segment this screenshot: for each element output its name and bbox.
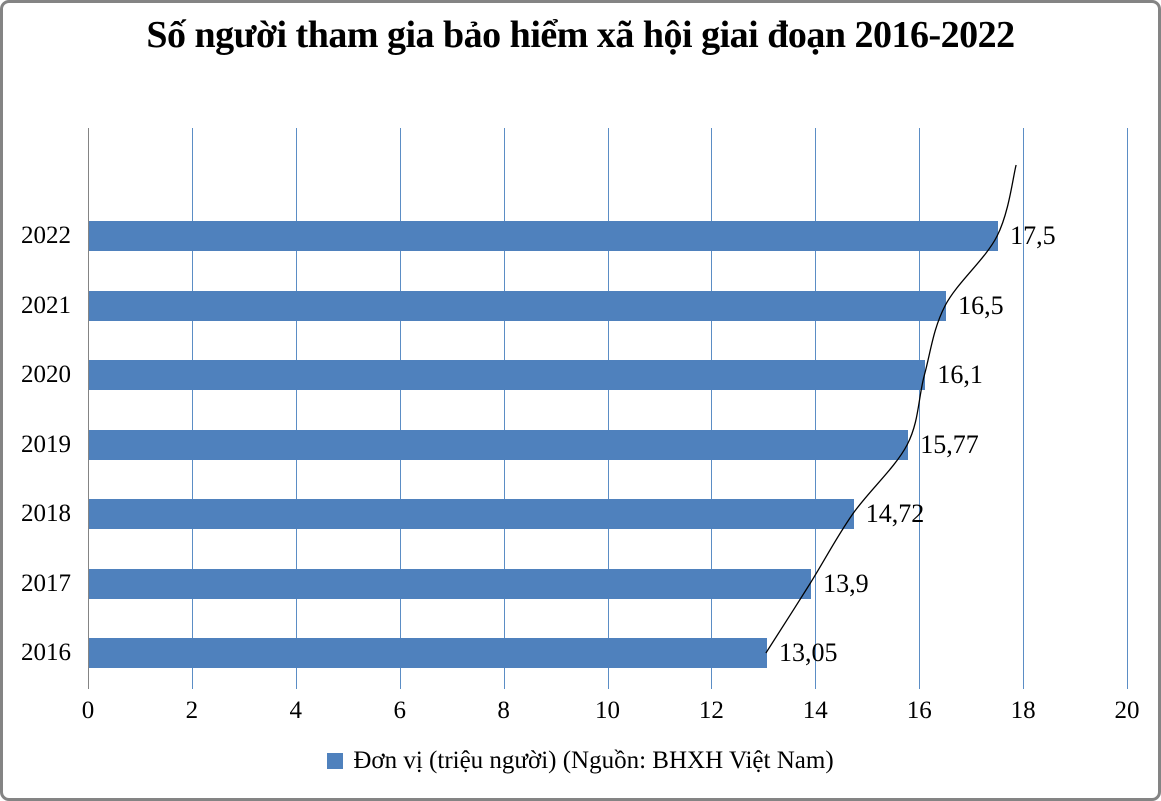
chart-title: Số người tham gia bảo hiểm xã hội giai đ… — [146, 14, 1015, 56]
gridline-x16 — [919, 128, 921, 689]
value-label-2019: 15,77 — [920, 429, 979, 459]
gridline-x6 — [399, 128, 401, 689]
legend: Đơn vị (triệu người) (Nguồn: BHXH Việt N… — [3, 747, 1158, 775]
x-tick-label-20: 20 — [1114, 697, 1140, 724]
x-tick-label-18: 18 — [1010, 697, 1036, 724]
gridline-x20 — [1127, 128, 1128, 689]
x-tick-label-6: 6 — [393, 697, 406, 724]
value-label-2017: 13,9 — [823, 568, 869, 598]
bar-2018 — [89, 499, 854, 529]
x-tick-label-14: 14 — [802, 697, 828, 724]
bar-2020 — [89, 360, 926, 390]
category-label-2017: 2017 — [21, 569, 71, 597]
value-label-2020: 16,1 — [937, 360, 983, 389]
x-tick-label-10: 10 — [595, 697, 620, 724]
category-label-2020: 2020 — [21, 361, 71, 388]
gridline-x4 — [295, 128, 297, 689]
bar-2019 — [89, 429, 909, 460]
bar-2022 — [89, 221, 999, 251]
category-label-2018: 2018 — [21, 500, 71, 527]
legend-swatch-icon — [327, 753, 344, 769]
value-axis-line — [88, 128, 89, 689]
x-tick-label-12: 12 — [698, 697, 724, 724]
category-label-2022: 2022 — [21, 222, 71, 249]
category-label-2021: 2021 — [21, 291, 71, 319]
bar-2021 — [89, 290, 947, 321]
plot-area: 0 2 4 6 8 10 12 14 16 18 20 2022 17,5 2021 16,5 2020 16,… — [3, 3, 1158, 798]
x-tick-label-4: 4 — [289, 697, 303, 724]
x-tick-label-16: 16 — [906, 697, 932, 724]
value-label-2018: 14,72 — [865, 499, 925, 528]
bar-2016 — [89, 638, 767, 668]
bar-2017 — [89, 568, 812, 599]
value-label-2016: 13,05 — [778, 638, 838, 667]
gridline-x18 — [1023, 128, 1025, 689]
legend-label: Đơn vị (triệu người) (Nguồn: BHXH Việt N… — [353, 747, 834, 774]
gridline-x10 — [607, 128, 609, 689]
category-label-2016: 2016 — [21, 639, 71, 666]
category-label-2019: 2019 — [21, 430, 71, 458]
gridline-x14 — [815, 128, 817, 689]
x-tick-label-0: 0 — [81, 697, 95, 724]
x-tick-label-8: 8 — [497, 697, 510, 724]
gridline-x8 — [503, 128, 505, 689]
gridline-x12 — [711, 128, 713, 689]
x-tick-label-2: 2 — [185, 697, 199, 724]
gridline-x2 — [191, 128, 193, 689]
value-label-2021: 16,5 — [958, 290, 1004, 320]
value-label-2022: 17,5 — [1010, 221, 1056, 250]
